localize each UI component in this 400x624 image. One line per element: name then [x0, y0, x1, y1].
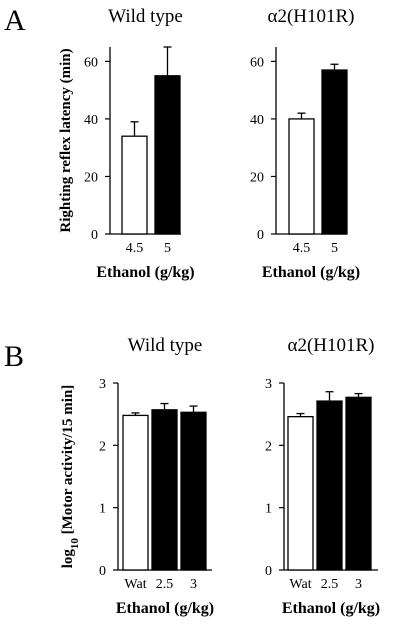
- bar: [151, 409, 178, 571]
- chart-title: α2(H101R): [267, 6, 354, 27]
- y-tick-label: 20: [84, 170, 98, 185]
- x-axis-label: Ethanol (g/kg): [282, 600, 380, 617]
- x-axis-label: Ethanol (g/kg): [96, 264, 194, 281]
- bar: [121, 135, 148, 235]
- x-tick-label: 4.5: [293, 241, 311, 256]
- chart-1: Wild type 0 20 40 60 4.5 5 Ethanol (g/kg) Righti…: [58, 6, 195, 281]
- y-tick-label: 0: [91, 228, 98, 243]
- y-tick-label: 60: [84, 55, 98, 70]
- x-tick-label: 2.5: [156, 577, 174, 592]
- y-tick-label: 2: [99, 439, 106, 454]
- y-axis-label: log10 [Motor activity/15 min]: [60, 385, 81, 569]
- bar: [287, 416, 314, 571]
- bar: [122, 414, 149, 571]
- x-axis-label: Ethanol (g/kg): [116, 600, 214, 617]
- bar: [154, 75, 181, 235]
- chart-4: α2(H101R) 0 1 2 3 Wat 2.5 3 Ethanol (g/kg): [265, 335, 380, 617]
- bar: [345, 396, 372, 571]
- chart-title: α2(H101R): [287, 335, 374, 356]
- y-tick-label: 0: [265, 564, 272, 579]
- y-tick-label: 3: [99, 377, 106, 392]
- panel-label-b: B: [4, 340, 24, 373]
- x-tick-label: Wat: [124, 577, 146, 592]
- bar: [288, 118, 315, 235]
- x-tick-label: 5: [164, 241, 171, 256]
- bar: [321, 69, 348, 235]
- panel-label-a: A: [4, 4, 26, 37]
- y-tick-label: 3: [265, 377, 272, 392]
- y-axis-label: Righting reflex latency (min): [58, 48, 74, 232]
- x-tick-label: 3: [190, 577, 197, 592]
- bar: [180, 411, 207, 571]
- y-tick-label: 1: [99, 502, 106, 517]
- y-tick-label: 0: [257, 228, 264, 243]
- y-tick-label: 20: [250, 170, 264, 185]
- y-tick-label: 60: [250, 55, 264, 70]
- bar: [316, 400, 343, 571]
- x-tick-label: 3: [355, 577, 362, 592]
- chart-title: Wild type: [108, 6, 183, 27]
- chart-3: Wild type 0 1 2 3 Wat 2.5 3 Ethanol (g/kg) log10 …: [60, 335, 214, 617]
- chart-2: α2(H101R) 0 20 40 60 4.5 5 Ethanol (g/kg): [250, 6, 360, 281]
- chart-title: Wild type: [128, 335, 203, 356]
- x-axis-label: Ethanol (g/kg): [262, 264, 360, 281]
- x-tick-label: 2.5: [321, 577, 339, 592]
- x-tick-label: Wat: [289, 577, 311, 592]
- x-tick-label: 4.5: [126, 241, 144, 256]
- y-tick-label: 1: [265, 502, 272, 517]
- y-tick-label: 2: [265, 439, 272, 454]
- y-tick-label: 40: [250, 113, 264, 128]
- y-tick-label: 40: [84, 113, 98, 128]
- x-tick-label: 5: [331, 241, 338, 256]
- y-tick-label: 0: [99, 564, 106, 579]
